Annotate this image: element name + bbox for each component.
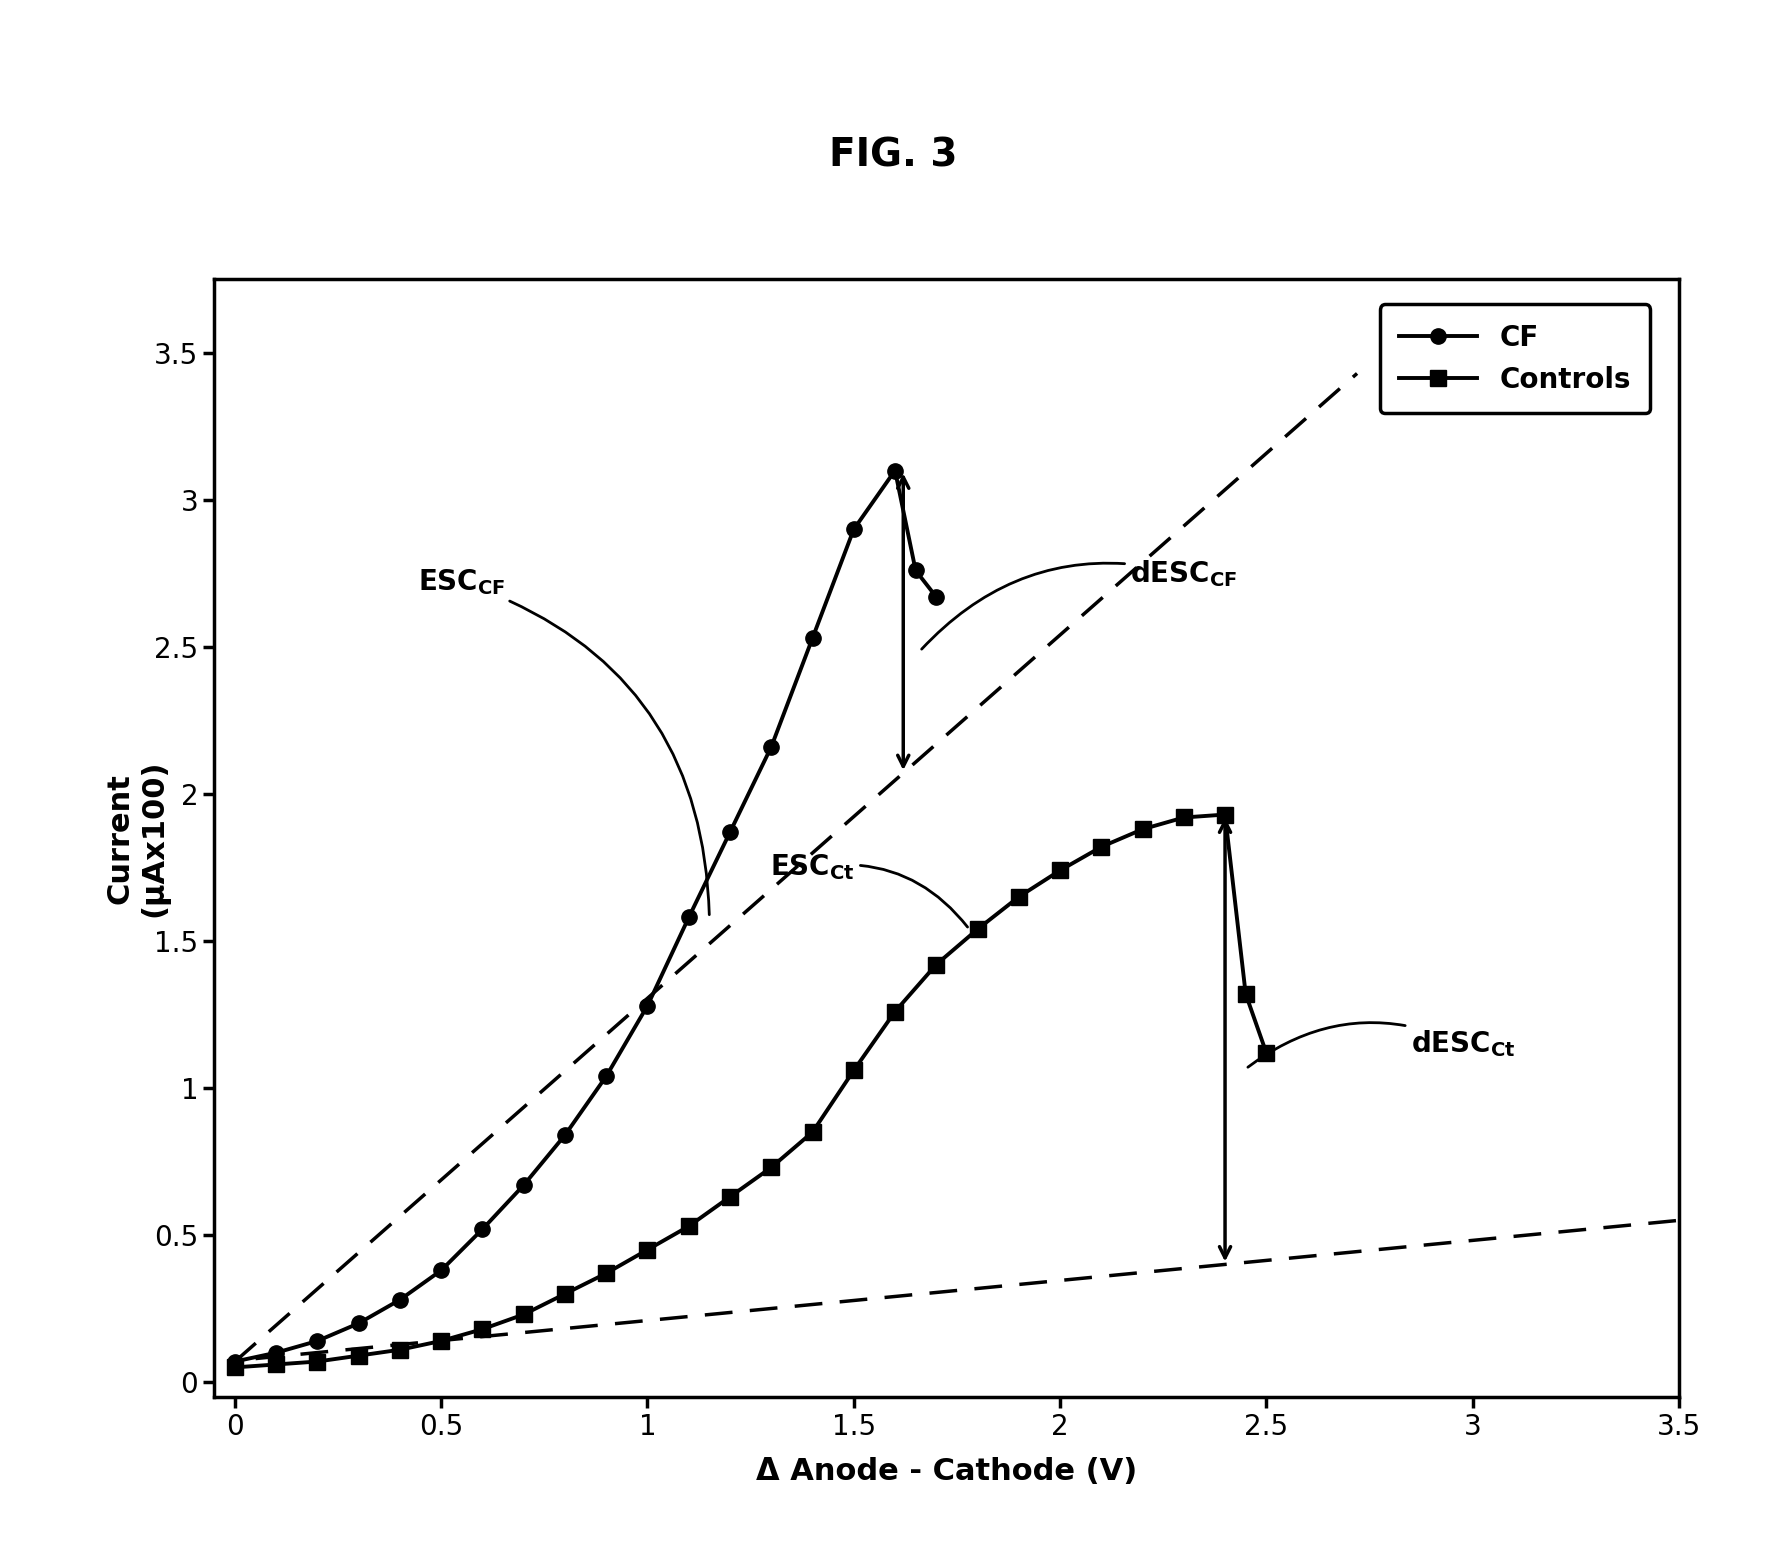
CF [925, 588, 947, 607]
CF [225, 1352, 246, 1370]
Line: CF: CF [227, 462, 945, 1369]
CF [266, 1344, 288, 1363]
CF [595, 1066, 616, 1085]
CF [638, 996, 659, 1015]
Controls [1007, 888, 1029, 906]
Text: dESC$_{\mathbf{CF}}$: dESC$_{\mathbf{CF}}$ [922, 559, 1238, 649]
Controls [1132, 819, 1154, 838]
CF [513, 1176, 534, 1195]
CF [679, 908, 700, 927]
CF [430, 1262, 452, 1280]
Controls [966, 920, 988, 939]
Controls [1234, 984, 1256, 1003]
Controls [1173, 809, 1195, 827]
CF [472, 1220, 493, 1238]
Controls [348, 1346, 370, 1364]
Controls [307, 1352, 329, 1370]
Controls [638, 1240, 659, 1259]
Text: dESC$_{\mathbf{Ct}}$: dESC$_{\mathbf{Ct}}$ [1248, 1023, 1515, 1068]
CF [802, 629, 823, 647]
CF [761, 737, 782, 756]
Controls [430, 1332, 452, 1350]
Controls [679, 1217, 700, 1235]
Controls [554, 1285, 575, 1304]
Line: Controls: Controls [227, 807, 1273, 1375]
Text: ESC$_{\mathbf{Ct}}$: ESC$_{\mathbf{Ct}}$ [770, 852, 968, 927]
CF [554, 1125, 575, 1144]
Controls [1256, 1043, 1277, 1062]
CF [720, 823, 741, 841]
CF [884, 461, 906, 480]
Controls [389, 1341, 411, 1360]
CF [389, 1290, 411, 1308]
Controls [595, 1263, 616, 1282]
Controls [225, 1358, 246, 1377]
Text: ESC$_{\mathbf{CF}}$: ESC$_{\mathbf{CF}}$ [418, 568, 709, 914]
Controls [1050, 861, 1072, 880]
Text: FIG. 3: FIG. 3 [829, 137, 957, 174]
CF [843, 520, 864, 539]
Controls [1214, 805, 1236, 824]
Controls [472, 1319, 493, 1338]
Y-axis label: Current
(μAx100): Current (μAx100) [105, 759, 170, 917]
Controls [884, 1003, 906, 1021]
CF [348, 1315, 370, 1333]
Controls [266, 1355, 288, 1374]
Controls [1091, 838, 1113, 857]
Controls [843, 1062, 864, 1080]
Controls [720, 1187, 741, 1206]
Controls [513, 1305, 534, 1324]
Controls [761, 1158, 782, 1176]
CF [307, 1332, 329, 1350]
Legend: CF, Controls: CF, Controls [1381, 304, 1650, 413]
Controls [925, 954, 947, 973]
CF [906, 562, 927, 580]
X-axis label: Δ Anode - Cathode (V): Δ Anode - Cathode (V) [755, 1457, 1138, 1487]
Controls [802, 1122, 823, 1141]
